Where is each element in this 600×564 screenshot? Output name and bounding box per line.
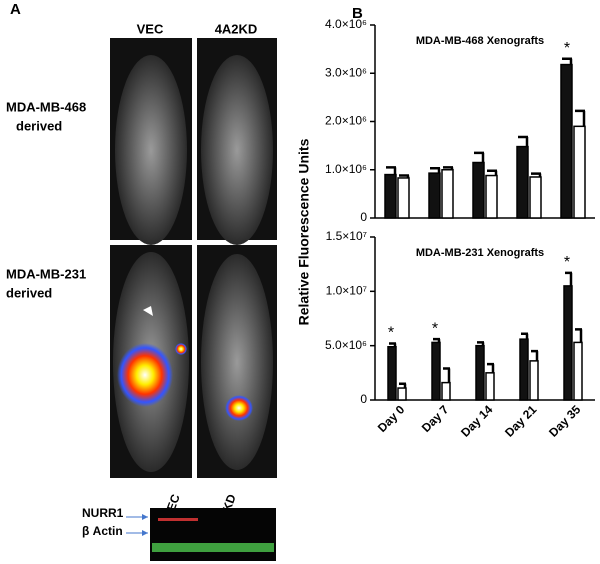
blot-band (152, 543, 274, 552)
row-label: derived (16, 118, 62, 133)
error-bar (430, 167, 441, 174)
y-tick-label: 1.5×10⁷ (326, 229, 367, 243)
blot (150, 508, 276, 561)
chart-title: MDA-MB-468 Xenografts (416, 35, 544, 47)
error-bar (531, 349, 539, 361)
error-bar (531, 172, 542, 177)
mouse (201, 254, 273, 470)
x-tick-label: Day 0 (375, 402, 408, 435)
bar (529, 176, 542, 219)
band-label: NURR1 (82, 506, 124, 520)
panel-label: B (352, 5, 363, 22)
error-bar (565, 271, 573, 286)
significance-marker: * (564, 40, 570, 57)
bar (441, 169, 454, 219)
arrowhead (143, 306, 153, 316)
signal (225, 395, 253, 421)
bar (397, 387, 407, 401)
x-tick-label: Day 21 (502, 402, 539, 439)
error-bar (518, 135, 529, 147)
y-tick-label: 2.0×10⁶ (325, 114, 367, 128)
bar (529, 360, 539, 401)
bar (475, 344, 485, 401)
signal (175, 343, 187, 355)
significance-marker: * (388, 325, 394, 342)
bar (516, 145, 529, 219)
bar (431, 341, 441, 401)
chart-title: MDA-MB-231 Xenografts (416, 247, 544, 259)
error-bar (443, 367, 451, 383)
bar (387, 346, 397, 401)
x-tick-label: Day 14 (458, 402, 495, 439)
error-bar (521, 332, 529, 340)
error-bar (389, 342, 397, 347)
y-tick-label: 0 (360, 210, 367, 224)
error-bar (477, 341, 485, 346)
panel-label: A (10, 1, 21, 18)
mouse (201, 55, 273, 245)
error-bar (443, 166, 454, 170)
row-label: derived (6, 285, 52, 300)
mouse (115, 55, 187, 245)
pointer-arrow (142, 514, 148, 520)
significance-marker: * (432, 320, 438, 337)
y-tick-label: 1.0×10⁶ (325, 162, 367, 176)
bar (563, 285, 573, 401)
error-bar (575, 328, 583, 343)
y-tick-label: 0 (360, 392, 367, 406)
blot-band (158, 518, 198, 521)
bar (397, 177, 410, 219)
y-tick-label: 3.0×10⁶ (325, 65, 367, 79)
error-bar (399, 174, 410, 178)
error-bar (399, 382, 407, 389)
bar (428, 172, 441, 219)
x-tick-label: Day 35 (546, 402, 583, 439)
y-tick-label: 1.0×10⁷ (326, 284, 367, 298)
bar (472, 161, 485, 219)
significance-marker: * (564, 254, 570, 271)
row-label: MDA-MB-468 (6, 99, 86, 114)
error-bar (575, 109, 586, 127)
column-label: VEC (137, 21, 164, 36)
band-label: β Actin (82, 524, 123, 538)
bar (485, 372, 495, 401)
x-tick-label: Day 7 (419, 402, 452, 435)
bar (441, 381, 451, 401)
error-bar (474, 151, 485, 163)
error-bar (386, 166, 397, 175)
y-tick-label: 5.0×10⁶ (325, 338, 367, 352)
bar (573, 125, 586, 219)
bar (573, 341, 583, 401)
bar (560, 63, 573, 219)
error-bar (562, 57, 573, 65)
bar (485, 174, 498, 219)
y-tick-label: 4.0×10⁶ (325, 17, 367, 31)
error-bar (487, 169, 498, 176)
column-label: 4A2KD (215, 21, 258, 36)
bar (384, 173, 397, 219)
bar (519, 338, 529, 401)
error-bar (433, 337, 441, 343)
error-bar (487, 362, 495, 373)
y-axis-label: Relative Fluorescence Units (296, 138, 312, 325)
imaging-panel (110, 38, 277, 478)
pointer-arrow (142, 530, 148, 536)
row-label: MDA-MB-231 (6, 266, 86, 281)
signal (117, 343, 173, 407)
